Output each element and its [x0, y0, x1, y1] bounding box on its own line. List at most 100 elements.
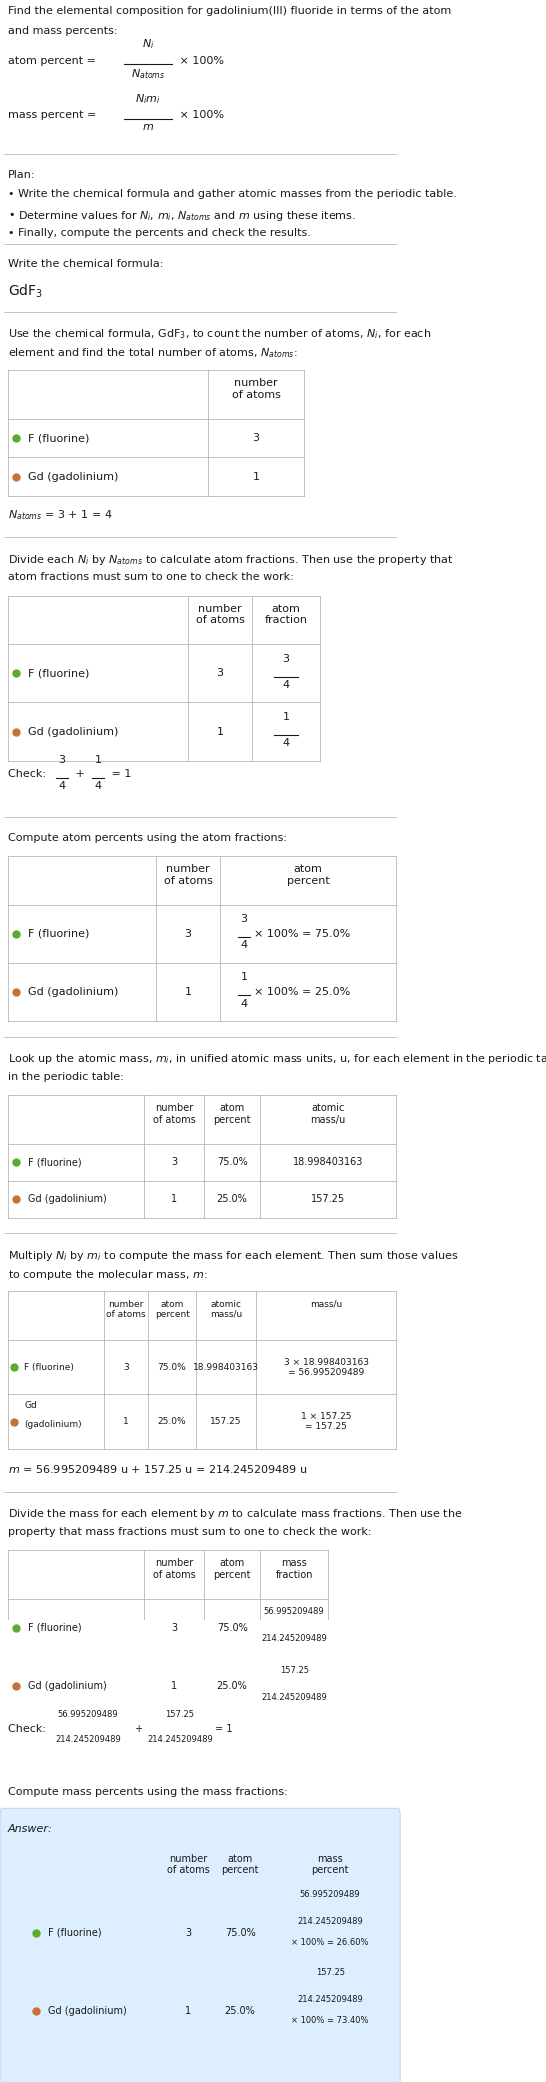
- Text: F (fluorine): F (fluorine): [28, 433, 90, 443]
- Text: 75.0%: 75.0%: [158, 1364, 186, 1372]
- Text: Gd (gadolinium): Gd (gadolinium): [28, 727, 118, 737]
- Text: atom
fraction: atom fraction: [265, 604, 307, 625]
- Text: Look up the atomic mass, $m_i$, in unified atomic mass units, u, for each elemen: Look up the atomic mass, $m_i$, in unifi…: [8, 1051, 546, 1066]
- Text: number
of atoms: number of atoms: [195, 604, 245, 625]
- Text: Gd (gadolinium): Gd (gadolinium): [48, 2005, 127, 2015]
- Text: 4: 4: [282, 679, 290, 689]
- Text: Gd (gadolinium): Gd (gadolinium): [28, 1195, 107, 1203]
- Text: atomic
mass/u: atomic mass/u: [210, 1299, 242, 1318]
- Text: 56.995209489: 56.995209489: [58, 1709, 118, 1720]
- Text: number
of atoms: number of atoms: [167, 1853, 210, 1876]
- Text: Plan:: Plan:: [8, 171, 35, 179]
- Text: 4: 4: [58, 781, 66, 791]
- Text: $m$ = 56.995209489 u + 157.25 u = 214.245209489 u: $m$ = 56.995209489 u + 157.25 u = 214.24…: [8, 1462, 307, 1474]
- Text: 1: 1: [123, 1418, 129, 1426]
- Text: Compute atom percents using the atom fractions:: Compute atom percents using the atom fra…: [8, 833, 287, 843]
- Text: +: +: [132, 1724, 146, 1734]
- Text: 3: 3: [123, 1364, 129, 1372]
- Text: 18.998403163: 18.998403163: [193, 1364, 259, 1372]
- Text: property that mass fractions must sum to one to check the work:: property that mass fractions must sum to…: [8, 1526, 371, 1537]
- Text: Gd (gadolinium): Gd (gadolinium): [28, 473, 118, 481]
- Text: number
of atoms: number of atoms: [232, 379, 281, 400]
- Text: 157.25: 157.25: [316, 1967, 345, 1976]
- Text: (gadolinium): (gadolinium): [24, 1420, 82, 1430]
- Text: 3: 3: [217, 668, 224, 679]
- Text: mass
percent: mass percent: [311, 1853, 349, 1876]
- Text: Use the chemical formula, GdF$_3$, to count the number of atoms, $N_i$, for each: Use the chemical formula, GdF$_3$, to co…: [8, 327, 431, 341]
- Text: 157.25: 157.25: [210, 1418, 242, 1426]
- Text: $N_i$: $N_i$: [142, 37, 155, 52]
- Text: 214.245209489: 214.245209489: [261, 1693, 327, 1701]
- Text: 4: 4: [94, 781, 102, 791]
- Text: Gd (gadolinium): Gd (gadolinium): [28, 1680, 107, 1691]
- Text: × 100% = 73.40%: × 100% = 73.40%: [292, 2015, 369, 2024]
- Text: to compute the molecular mass, $m$:: to compute the molecular mass, $m$:: [8, 1268, 207, 1283]
- Text: × 100% = 26.60%: × 100% = 26.60%: [292, 1938, 369, 1947]
- Text: 214.245209489: 214.245209489: [297, 1995, 363, 2003]
- Text: 56.995209489: 56.995209489: [300, 1890, 360, 1899]
- Text: 3: 3: [283, 654, 289, 664]
- Text: 3: 3: [171, 1158, 177, 1168]
- Text: atom
percent: atom percent: [221, 1853, 259, 1876]
- Text: F (fluorine): F (fluorine): [24, 1364, 74, 1372]
- Text: • Finally, compute the percents and check the results.: • Finally, compute the percents and chec…: [8, 229, 311, 237]
- Text: F (fluorine): F (fluorine): [28, 668, 90, 679]
- Text: Find the elemental composition for gadolinium(III) fluoride in terms of the atom: Find the elemental composition for gadol…: [8, 6, 451, 17]
- Text: Check:: Check:: [8, 1724, 50, 1734]
- Text: 25.0%: 25.0%: [217, 1680, 247, 1691]
- Text: • Write the chemical formula and gather atomic masses from the periodic table.: • Write the chemical formula and gather …: [8, 189, 457, 200]
- Text: atom
percent: atom percent: [213, 1557, 251, 1580]
- Text: atom fractions must sum to one to check the work:: atom fractions must sum to one to check …: [8, 573, 294, 583]
- Text: 3: 3: [253, 433, 259, 443]
- Text: atom
percent: atom percent: [213, 1103, 251, 1124]
- Text: Divide the mass for each element by $m$ to calculate mass fractions. Then use th: Divide the mass for each element by $m$ …: [8, 1507, 462, 1522]
- Text: element and find the total number of atoms, $N_{atoms}$:: element and find the total number of ato…: [8, 348, 298, 360]
- Text: 25.0%: 25.0%: [225, 2005, 256, 2015]
- Text: 1: 1: [171, 1195, 177, 1203]
- Text: 214.245209489: 214.245209489: [147, 1734, 213, 1745]
- Text: mass/u: mass/u: [310, 1299, 342, 1310]
- Text: F (fluorine): F (fluorine): [28, 1622, 82, 1632]
- Text: 1: 1: [185, 987, 192, 997]
- Text: Gd: Gd: [24, 1401, 37, 1410]
- Text: +: +: [72, 770, 88, 779]
- Text: 157.25: 157.25: [280, 1666, 308, 1674]
- Text: 1: 1: [283, 712, 289, 722]
- Text: 25.0%: 25.0%: [158, 1418, 186, 1426]
- Text: × 100% = 75.0%: × 100% = 75.0%: [254, 929, 351, 939]
- Text: 1: 1: [185, 2005, 191, 2015]
- Text: • Determine values for $N_i$, $m_i$, $N_{atoms}$ and $m$ using these items.: • Determine values for $N_i$, $m_i$, $N_…: [8, 208, 356, 223]
- Text: atom
percent: atom percent: [155, 1299, 189, 1318]
- Text: 3: 3: [241, 914, 247, 924]
- Text: Gd (gadolinium): Gd (gadolinium): [28, 987, 118, 997]
- Text: 75.0%: 75.0%: [225, 1928, 256, 1938]
- Text: Answer:: Answer:: [8, 1824, 53, 1834]
- Text: 214.245209489: 214.245209489: [297, 1918, 363, 1926]
- Text: = 1: = 1: [212, 1724, 233, 1734]
- Text: and mass percents:: and mass percents:: [8, 25, 117, 35]
- Text: 1: 1: [94, 754, 102, 764]
- Text: $m$: $m$: [142, 123, 154, 131]
- Text: 214.245209489: 214.245209489: [55, 1734, 121, 1745]
- Text: Compute mass percents using the mass fractions:: Compute mass percents using the mass fra…: [8, 1786, 288, 1797]
- Text: 75.0%: 75.0%: [217, 1158, 247, 1168]
- Text: 1: 1: [217, 727, 224, 737]
- Text: 157.25: 157.25: [311, 1195, 345, 1203]
- Text: mass percent =: mass percent =: [8, 110, 100, 121]
- Text: F (fluorine): F (fluorine): [28, 929, 90, 939]
- Text: = 1: = 1: [108, 770, 132, 779]
- Text: 1: 1: [253, 473, 259, 481]
- Text: 25.0%: 25.0%: [217, 1195, 247, 1203]
- Text: 3 × 18.998403163
= 56.995209489: 3 × 18.998403163 = 56.995209489: [283, 1357, 369, 1376]
- Text: number
of atoms: number of atoms: [164, 864, 212, 885]
- Text: Multiply $N_i$ by $m_i$ to compute the mass for each element. Then sum those val: Multiply $N_i$ by $m_i$ to compute the m…: [8, 1249, 459, 1262]
- Text: mass
fraction: mass fraction: [275, 1557, 313, 1580]
- Text: 4: 4: [241, 941, 248, 949]
- Text: 75.0%: 75.0%: [217, 1622, 247, 1632]
- Text: 1: 1: [171, 1680, 177, 1691]
- FancyBboxPatch shape: [0, 1807, 400, 2082]
- Text: 3: 3: [185, 929, 192, 939]
- Text: × 100%: × 100%: [176, 110, 224, 121]
- Text: $N_{atoms}$: $N_{atoms}$: [131, 67, 165, 81]
- Text: 3: 3: [171, 1622, 177, 1632]
